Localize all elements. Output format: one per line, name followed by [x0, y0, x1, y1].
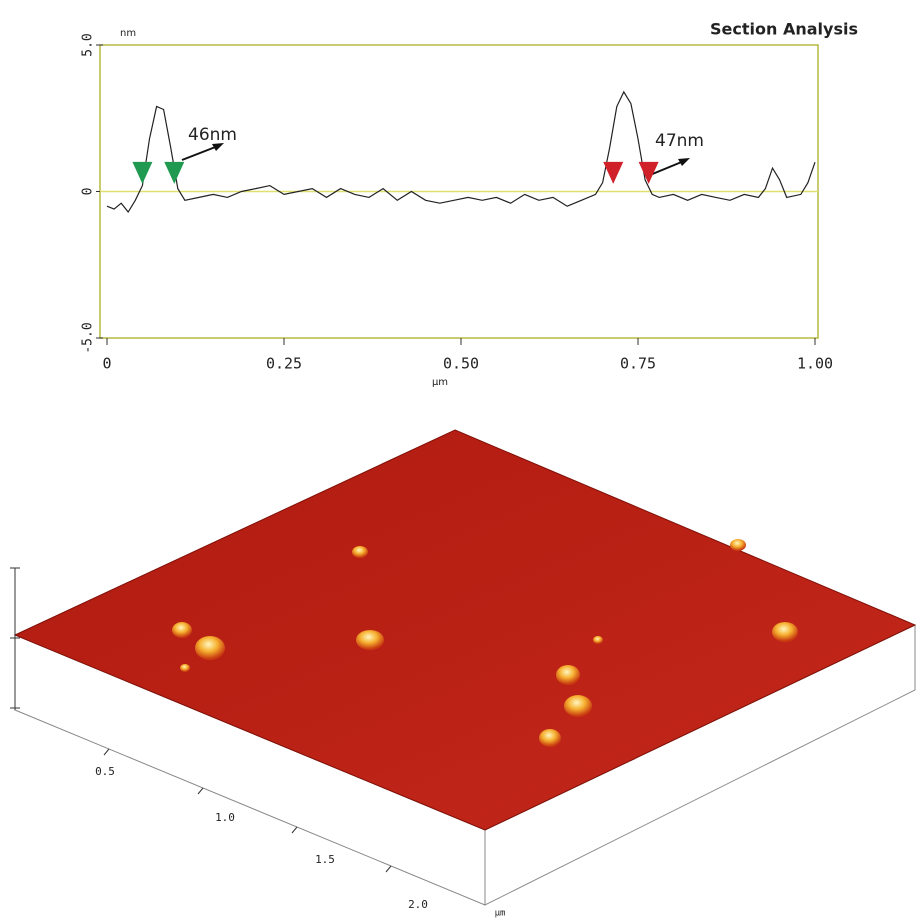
- surface-tick: [291, 826, 298, 834]
- x-tick-label: 1.00: [797, 355, 833, 373]
- bump: [772, 622, 798, 642]
- cursor-marker: [132, 161, 153, 184]
- surface-tick-label: 0.5: [95, 765, 115, 778]
- surface-tick-label: 1.0: [215, 811, 235, 824]
- surface-tick-label: 1.5: [315, 853, 335, 866]
- chart-title: Section Analysis: [710, 20, 858, 39]
- arrow: [649, 160, 685, 176]
- bump: [352, 546, 368, 558]
- arrow-head: [678, 158, 690, 166]
- y-tick-label: 0: [81, 188, 96, 196]
- surface-features: [172, 539, 798, 747]
- bump: [593, 636, 603, 644]
- x-tick-label: 0.50: [443, 355, 479, 373]
- surface-top: [13, 429, 917, 831]
- bump: [195, 636, 225, 660]
- arrow-head: [212, 143, 224, 151]
- cursor-marker: [638, 161, 659, 184]
- cursor-marker: [164, 161, 185, 184]
- surface-unit: µm: [495, 909, 506, 919]
- profile-line: [106, 90, 816, 214]
- z-scale: [10, 567, 20, 710]
- surface-tick: [385, 865, 392, 873]
- cursor-marker: [603, 161, 624, 184]
- bump: [564, 695, 592, 717]
- x-tick-label: 0.75: [620, 355, 656, 373]
- bump: [172, 622, 192, 638]
- annotation: 47nm: [655, 131, 704, 151]
- x-tick-label: 0: [102, 355, 111, 373]
- bump: [730, 539, 746, 551]
- bump: [356, 630, 384, 650]
- annotation: 46nm: [188, 125, 237, 145]
- bump: [180, 664, 190, 672]
- bump: [539, 729, 561, 747]
- bump: [556, 665, 580, 685]
- surface-tick-label: 2.0: [408, 898, 428, 911]
- x-tick-label: 0.25: [266, 355, 302, 373]
- surface-tick: [103, 748, 110, 756]
- x-axis-label: µm: [432, 377, 448, 388]
- arrow: [181, 145, 219, 161]
- surface-tick: [197, 787, 204, 795]
- y-unit: nm: [120, 28, 136, 39]
- y-tick-label: -5.0: [81, 322, 96, 353]
- y-tick-label: 5.0: [81, 33, 96, 56]
